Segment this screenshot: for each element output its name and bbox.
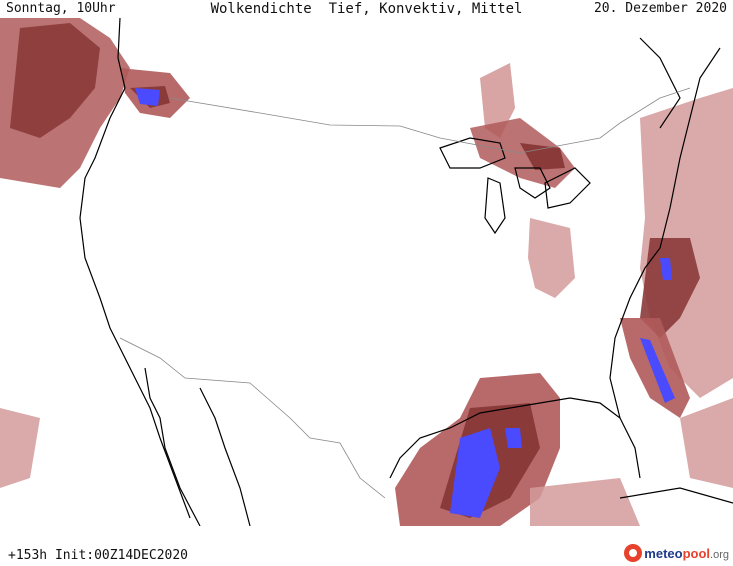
political-borders: [119, 87, 691, 499]
model-run-info: +153h Init:00Z14DEC2020: [8, 548, 189, 563]
coastlines: [79, 18, 733, 526]
meteopool-logo[interactable]: meteopool.org: [624, 544, 729, 562]
meteopool-logo-text: meteopool.org: [644, 545, 729, 561]
meteopool-logo-icon: [624, 544, 643, 562]
cloud-field-gulf: [0, 373, 640, 526]
forecast-date: 20. Dezember 2020: [593, 1, 727, 16]
cloud-density-map: [0, 18, 733, 526]
cloud-field-pacific-northwest: [0, 18, 190, 188]
footer-bar: +153h Init:00Z14DEC2020 meteopool.org: [0, 526, 733, 566]
map-title: Wolkendichte Tief, Konvektiv, Mittel: [210, 1, 523, 17]
forecast-day-time: Sonntag, 10Uhr: [6, 1, 116, 16]
cloud-field-east-coast: [620, 88, 733, 488]
cloud-field-great-lakes: [470, 63, 575, 298]
